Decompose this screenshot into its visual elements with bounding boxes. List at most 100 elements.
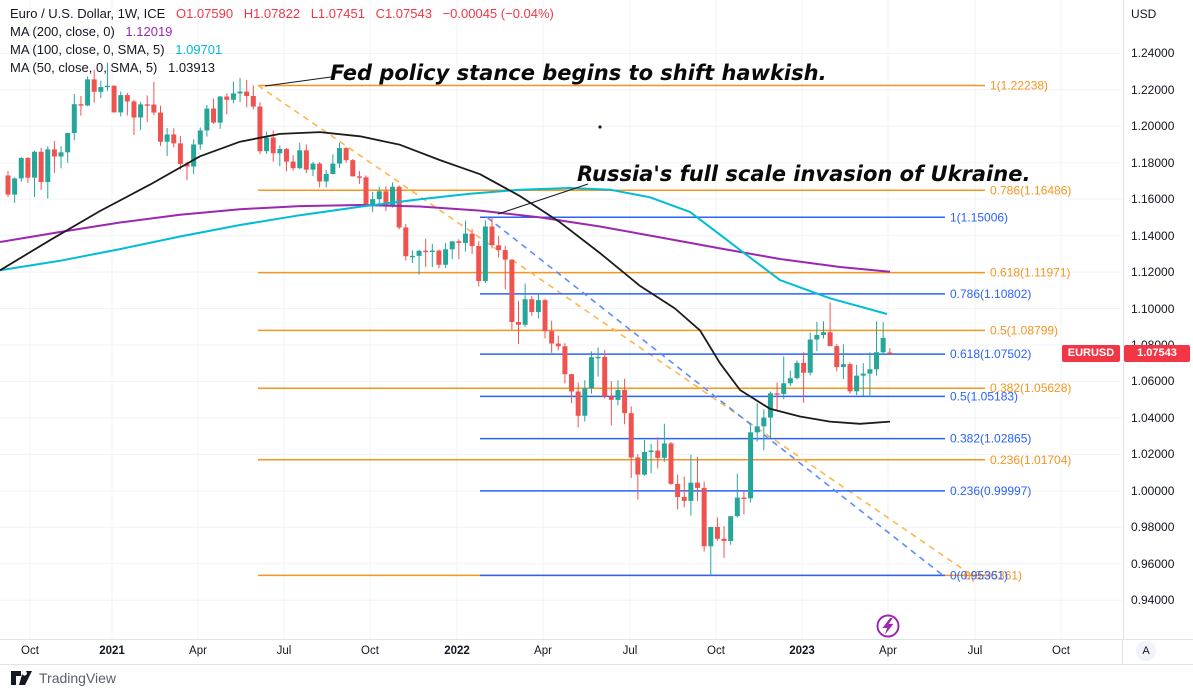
annotation-fed-policy[interactable]: Fed policy stance begins to shift hawkis… <box>330 61 827 85</box>
close-value: C1.07543 <box>375 6 432 21</box>
candle-body <box>38 151 44 183</box>
candlestick <box>376 186 382 205</box>
candlestick <box>555 335 561 351</box>
candle-body <box>350 160 356 177</box>
candlestick <box>761 409 767 451</box>
candle-body <box>297 150 303 169</box>
candlestick <box>655 437 661 469</box>
candle-body <box>622 390 628 414</box>
ma50-legend-row[interactable]: MA (50, close, 0, SMA, 5) 1.03913 <box>10 59 554 77</box>
candlestick <box>562 343 568 384</box>
time-tick-label: Oct <box>1052 645 1070 657</box>
ma100-legend-row[interactable]: MA (100, close, 0, SMA, 5) 1.09701 <box>10 41 554 59</box>
symbol-legend-row[interactable]: Euro / U.S. Dollar, 1W, ICE O1.07590 H1.… <box>10 5 554 23</box>
price-tick-label: 1.00000 <box>1131 483 1175 498</box>
time-tick-label: 2022 <box>444 645 470 657</box>
candle-body <box>748 432 754 499</box>
candlestick <box>874 321 880 376</box>
currency-label: USD <box>1131 7 1157 21</box>
candlestick <box>330 154 336 175</box>
annotation-overlay-layer <box>264 76 900 638</box>
annotation-pointer-line <box>497 183 589 215</box>
candlestick <box>840 344 846 380</box>
candlestick <box>535 294 541 319</box>
candle-body <box>708 526 714 547</box>
candlestick <box>104 62 110 92</box>
price-tick-label: 1.02000 <box>1131 447 1175 462</box>
candle-body <box>118 95 124 113</box>
fib-retracement-orange-level-label: 0(0.95361) <box>964 568 1022 582</box>
tradingview-brand-text[interactable]: TradingView <box>39 669 117 686</box>
adjust-axis-button[interactable]: A <box>1136 641 1156 661</box>
candlestick <box>708 526 714 576</box>
candle-body <box>78 104 84 106</box>
ma200-legend-row[interactable]: MA (200, close, 0) 1.12019 <box>10 23 554 41</box>
price-tick-label: 1.04000 <box>1131 410 1175 425</box>
candlestick <box>5 170 11 197</box>
candlestick <box>436 249 442 269</box>
time-axis[interactable]: Oct 2021 Apr Jul Oct 2022 Apr Jul Oct 2023 Apr Jul O… <box>0 639 1193 665</box>
fib-retracement-orange-trendline[interactable] <box>257 84 973 577</box>
axis-separator <box>1122 640 1123 664</box>
candle-body <box>290 161 296 169</box>
candle-body <box>635 457 641 475</box>
candlestick <box>25 157 31 183</box>
price-axis[interactable]: USD 1.24000 1.22000 1.20000 1.18000 1.16000 1… <box>1123 0 1193 639</box>
fib-retracement-blue-trendline[interactable] <box>486 216 944 577</box>
candlestick <box>509 259 515 330</box>
annotation-russia-invasion[interactable]: Russia's full scale invasion of Ukraine. <box>577 162 1031 186</box>
candle-body <box>688 482 694 501</box>
candle-body <box>502 250 508 260</box>
candle-body <box>157 112 163 142</box>
candle-body <box>363 177 369 206</box>
candle-body <box>85 79 91 106</box>
candlestick <box>224 93 230 115</box>
candlestick <box>522 283 528 327</box>
chart-canvas[interactable]: 1(1.22238) 0.786(1.16486) 0.618(1.11971) 0.… <box>0 0 1123 639</box>
tradingview-logo-icon[interactable] <box>10 669 33 686</box>
candle-body <box>303 150 309 170</box>
candlestick <box>118 91 124 117</box>
candlestick <box>542 299 548 339</box>
candle-body <box>5 175 11 195</box>
candle-body <box>456 241 462 243</box>
candle-body <box>767 393 773 418</box>
candle-body <box>25 157 31 178</box>
candlestick <box>728 516 734 545</box>
candlestick <box>767 391 773 438</box>
candle-body <box>595 356 601 359</box>
candle-body <box>668 443 674 484</box>
candlestick <box>250 85 256 110</box>
candlestick <box>323 169 329 188</box>
candlestick <box>675 474 681 510</box>
price-tick-label: 1.20000 <box>1131 119 1175 134</box>
candle-body <box>509 259 515 323</box>
low-value: L1.07451 <box>310 6 365 21</box>
candle-body <box>807 339 813 373</box>
candlestick <box>350 159 356 177</box>
candle-body <box>555 343 561 347</box>
candle-body <box>32 151 38 178</box>
candlestick <box>356 170 362 185</box>
candle-body <box>224 96 230 100</box>
fib-retracement-orange-level-label: 0.786(1.16486) <box>990 183 1071 197</box>
candlestick <box>582 380 588 422</box>
time-tick-label: Jul <box>622 645 638 657</box>
candle-body <box>45 149 51 183</box>
candle-body <box>814 334 820 340</box>
candle-body <box>330 163 336 175</box>
candlestick <box>814 321 820 352</box>
fib-retracement-orange-level-label: 0.5(1.08799) <box>990 323 1058 337</box>
candle-body <box>403 227 409 257</box>
candlestick <box>217 95 223 129</box>
candle-body <box>787 378 793 384</box>
candle-body <box>761 417 767 427</box>
ma-line-MA200 <box>0 204 891 273</box>
candlestick <box>860 363 866 396</box>
candlestick <box>264 131 270 154</box>
price-tick-label: 1.10000 <box>1131 301 1175 316</box>
candle-body <box>874 352 880 370</box>
candlestick <box>283 147 289 172</box>
candlestick <box>787 370 793 387</box>
price-tick-label: 1.14000 <box>1131 228 1175 243</box>
